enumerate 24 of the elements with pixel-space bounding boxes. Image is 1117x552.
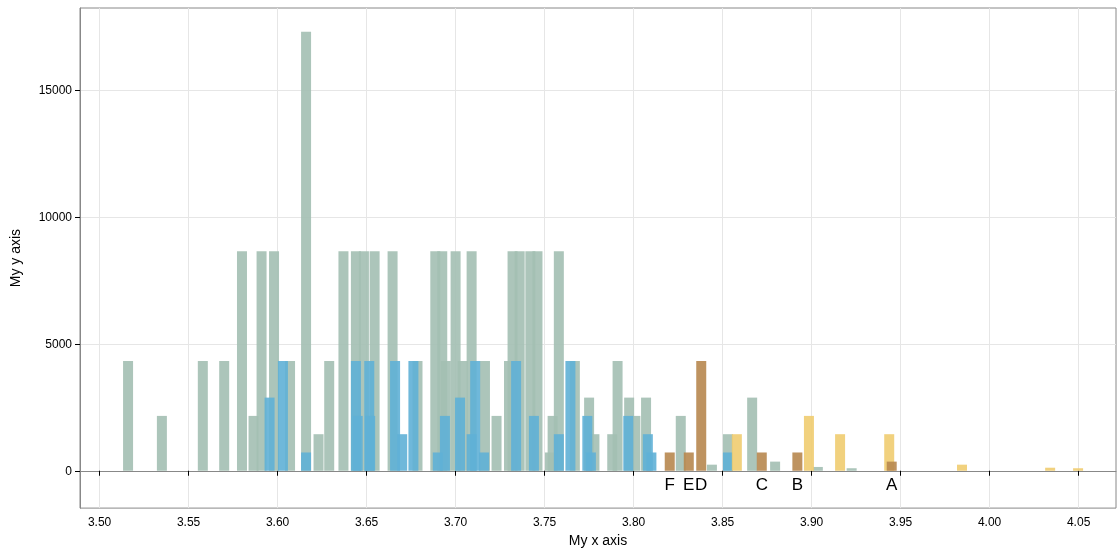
annotation: E	[683, 475, 695, 495]
annotation: D	[695, 475, 708, 495]
annotation: A	[886, 475, 899, 495]
x-tick-label: 3.70	[443, 515, 468, 530]
y-tick-label: 15000	[38, 82, 73, 97]
x-tick-label: 4.00	[977, 515, 1002, 530]
annotation: F	[664, 475, 675, 495]
x-tick-label: 3.95	[888, 515, 913, 530]
x-tick-label: 3.55	[176, 515, 201, 530]
x-tick-label: 3.80	[621, 515, 646, 530]
x-tick-label: 3.50	[87, 515, 112, 530]
x-tick-label: 4.05	[1066, 515, 1091, 530]
y-axis-title: My y axis	[7, 228, 23, 288]
x-tick-label: 3.90	[799, 515, 824, 530]
x-tick-label: 3.85	[710, 515, 735, 530]
annotation: C	[755, 475, 768, 495]
y-tick-label: 5000	[45, 336, 73, 351]
x-tick-label: 3.75	[532, 515, 557, 530]
x-axis-title: My x axis	[568, 532, 628, 548]
annotation: B	[791, 475, 804, 495]
y-tick-label: 10000	[38, 209, 73, 224]
y-tick-label: 0	[65, 463, 73, 478]
x-tick-label: 3.65	[354, 515, 379, 530]
x-tick-label: 3.60	[265, 515, 290, 530]
